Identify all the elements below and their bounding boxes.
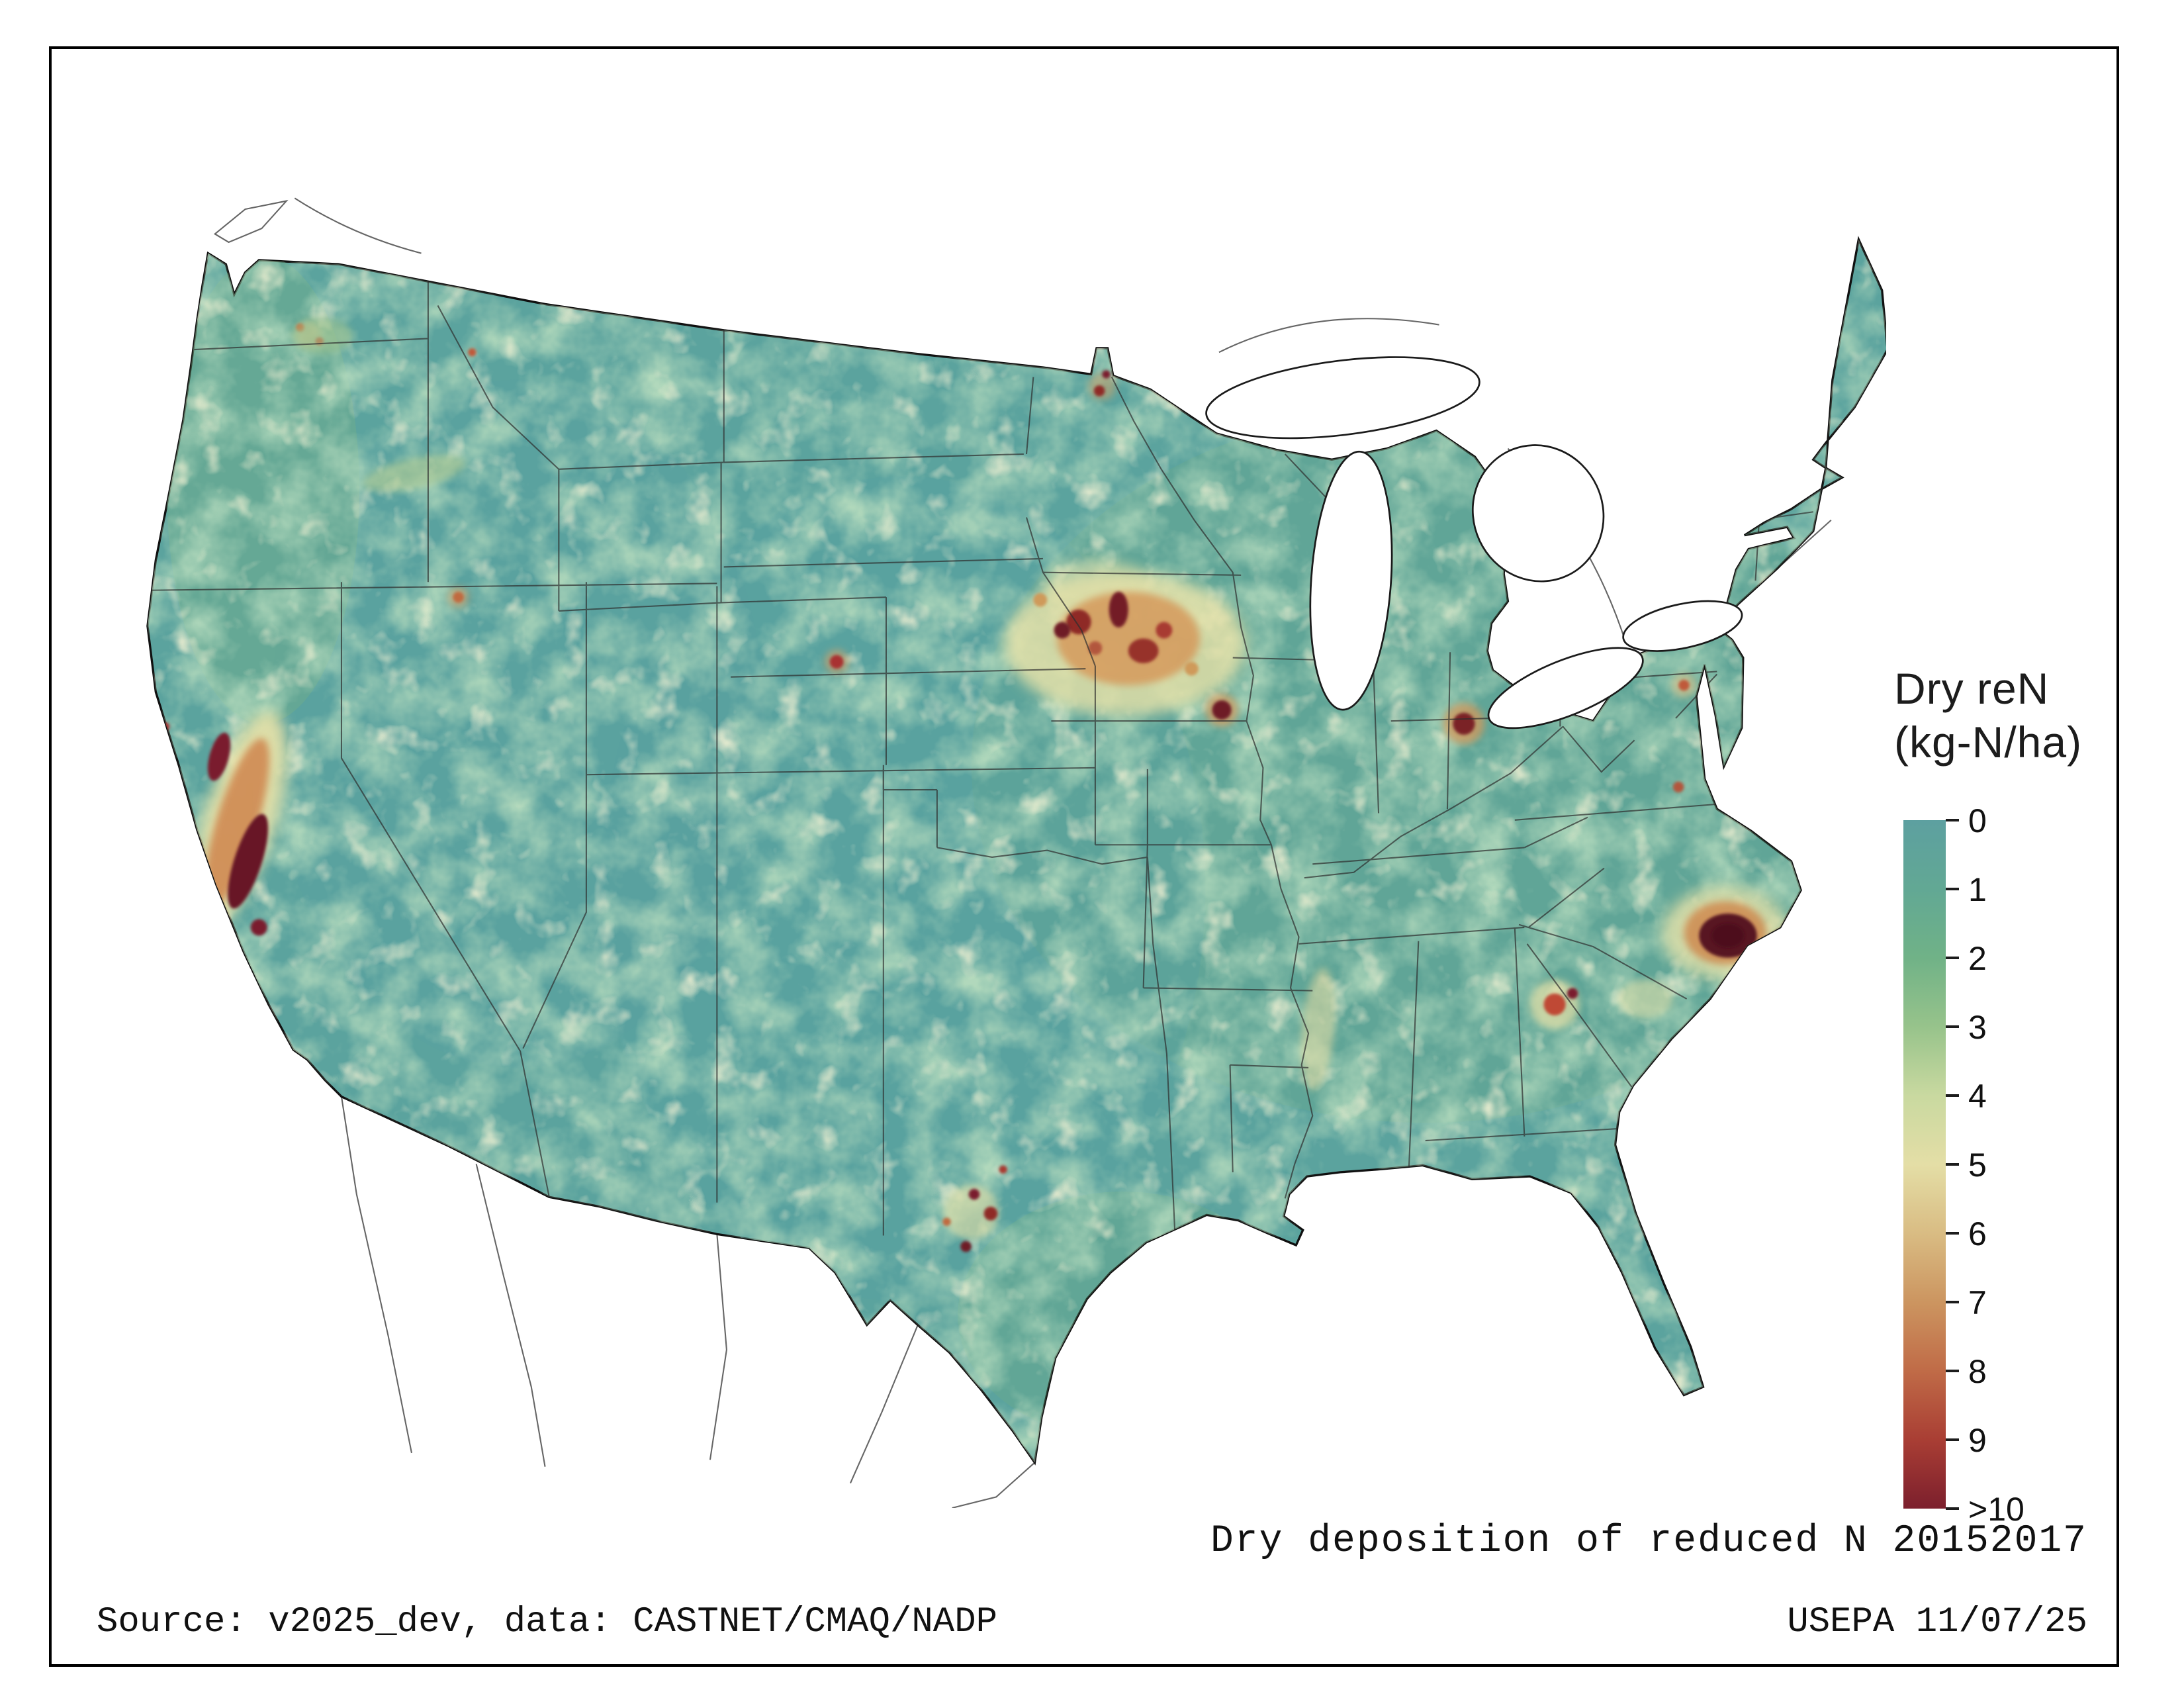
source-text: Source: v2025_dev, data: CASTNET/CMAQ/NA…: [97, 1602, 998, 1642]
tick-mark: [1946, 1094, 1959, 1098]
caption-title: Dry deposition of reduced N 20152017: [1210, 1520, 2087, 1563]
legend-tick-label: 7: [1968, 1284, 1987, 1322]
tick-mark: [1946, 1370, 1959, 1373]
hotspot-california-central-valley: [152, 712, 287, 936]
raster-texture: [147, 239, 1886, 1463]
tick-mark: [1946, 1438, 1959, 1442]
baja-california-outline: [340, 1096, 412, 1454]
great-lakes: [1205, 356, 1743, 729]
legend-tick-label: 8: [1968, 1353, 1987, 1391]
tick-mark: [1946, 957, 1959, 960]
hotspot-southeast-iowa: [1205, 693, 1239, 727]
legend-tick-label: 6: [1968, 1215, 1987, 1253]
lake-huron: [1471, 444, 1605, 583]
legend-title-line1: Dry reN: [1894, 664, 2050, 713]
us-map-svg: [146, 197, 1886, 1508]
figure-border: [49, 46, 2119, 1667]
hotspot-layer: [152, 318, 1789, 1299]
lake-erie: [1487, 647, 1644, 729]
legend-tick-label: 9: [1968, 1422, 1987, 1460]
legend-ticks: 0 1 2 3 4 5 6 7 8 9 >10: [1903, 802, 2142, 1528]
hotspot-minnesota: [1088, 370, 1116, 400]
hotspot-georgia-south-carolina: [1529, 979, 1580, 1029]
legend: Dry reN (kg-N/ha) 0 1 2 3 4 5 6 7 8 9 >10: [1894, 662, 2179, 1528]
legend-tick-label: 2: [1968, 940, 1987, 978]
legend-tick-label: 1: [1968, 871, 1987, 909]
tick-mark: [1946, 1025, 1959, 1029]
legend-title-line2: (kg-N/ha): [1894, 717, 2083, 767]
legend-tick-label: 5: [1968, 1147, 1987, 1184]
legend-bar-area: 0 1 2 3 4 5 6 7 8 9 >10: [1894, 802, 2179, 1528]
legend-title: Dry reN (kg-N/ha): [1894, 662, 2179, 769]
tick-mark: [1946, 819, 1959, 822]
lake-superior: [1205, 356, 1480, 440]
lake-ontario: [1622, 600, 1743, 652]
legend-tick-label: 0: [1968, 802, 1987, 840]
legend-tick-label: 4: [1968, 1078, 1987, 1115]
vancouver-island-outline: [213, 199, 289, 244]
tick-mark: [1946, 888, 1959, 891]
lake-michigan: [1309, 450, 1393, 711]
legend-colorbar: [1903, 820, 1946, 1509]
tick-mark: [1946, 1163, 1959, 1166]
us-deposition-map: [132, 173, 1886, 1508]
agency-date-text: USEPA 11/07/25: [1787, 1602, 2087, 1642]
legend-tick-label: 3: [1968, 1009, 1987, 1047]
tick-mark: [1946, 1507, 1959, 1511]
tick-mark: [1946, 1301, 1959, 1304]
hotspot-iowa-nebraska: [1004, 558, 1247, 716]
hotspot-texas: [942, 1165, 1007, 1252]
tick-mark: [1946, 1232, 1959, 1235]
legend-tick-label: >10: [1968, 1491, 2025, 1528]
